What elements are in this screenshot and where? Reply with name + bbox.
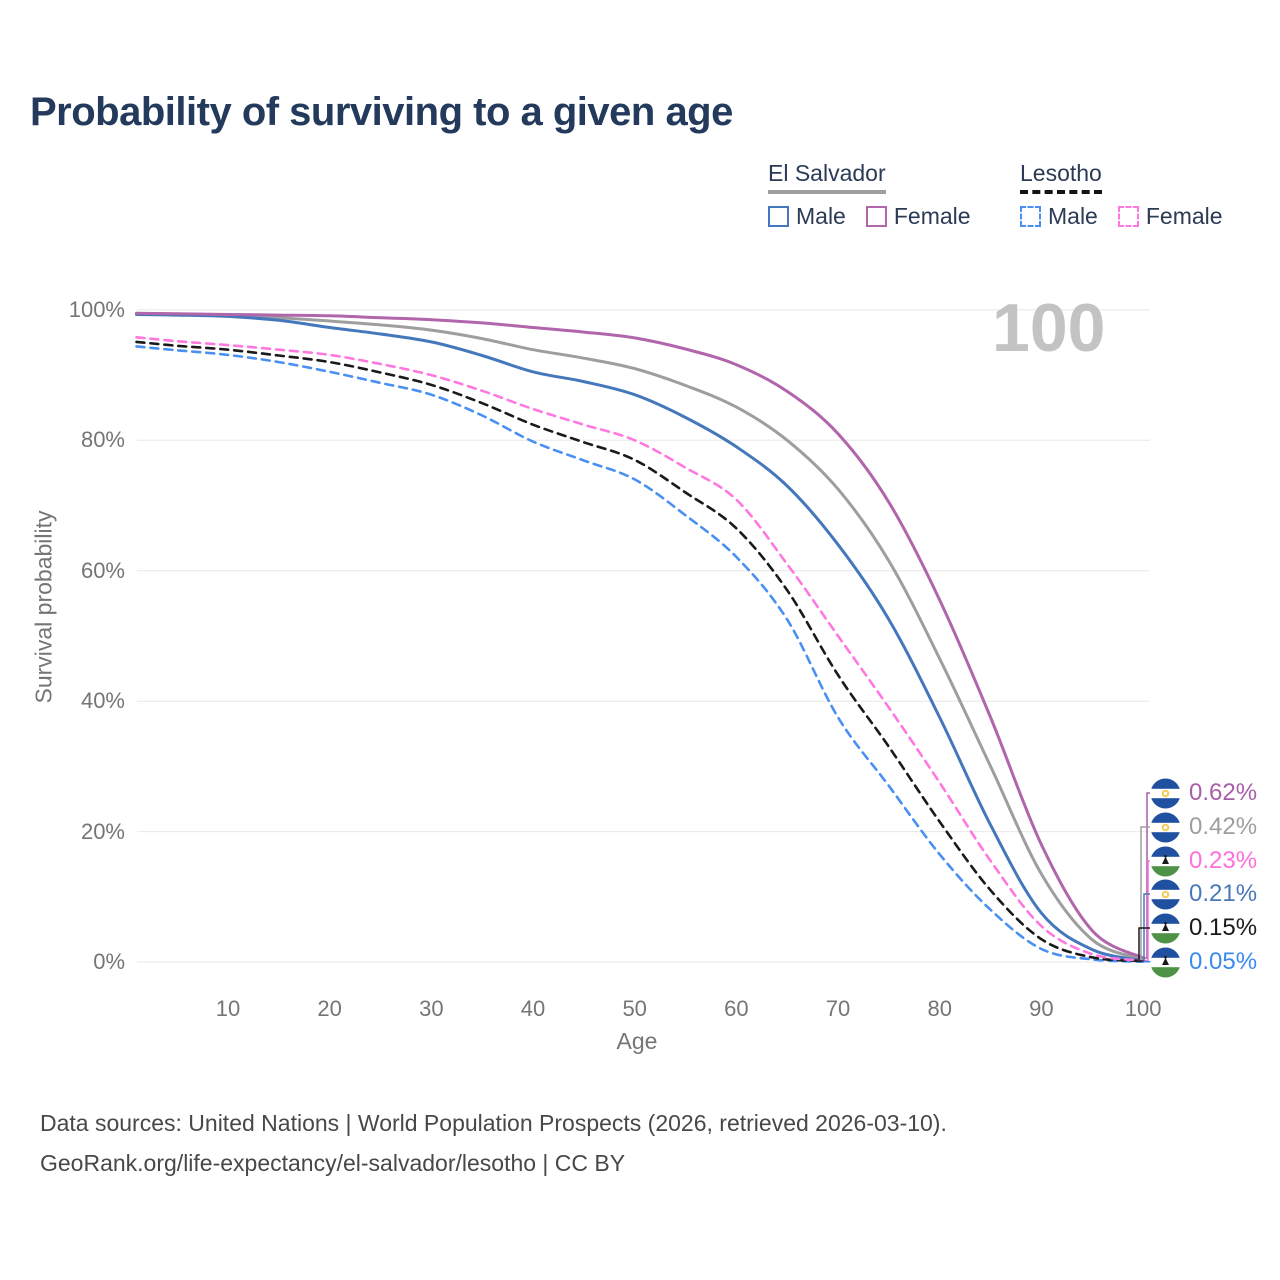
end-label-value: 0.42%	[1189, 813, 1258, 840]
end-label-row-el-salvador-female[interactable]: 0.62%	[1150, 777, 1257, 809]
end-label-value: 0.23%	[1189, 847, 1258, 874]
el-salvador-female-line[interactable]	[135, 311, 1145, 960]
lesotho-female-line[interactable]	[135, 336, 1145, 962]
x-tick-label: 40	[520, 996, 546, 1021]
y-tick-label: 80%	[80, 427, 125, 453]
end-label-connector	[1143, 860, 1150, 962]
flag-icon-el-salvador	[1150, 812, 1181, 842]
legend-swatch-dashed-male-icon	[1020, 206, 1041, 227]
end-label-value: 0.15%	[1189, 914, 1258, 941]
x-tick-label: 80	[927, 996, 952, 1021]
x-tick-label: 30	[419, 996, 444, 1021]
y-tick-label: 100%	[68, 296, 125, 322]
end-label-connector	[1140, 826, 1150, 961]
el-salvador-both-sexes-line[interactable]	[135, 312, 1145, 961]
legend-swatch-dashed-female-icon	[1117, 206, 1139, 227]
end-label-value: 0.62%	[1189, 779, 1258, 806]
lesotho-male-line[interactable]	[135, 345, 1145, 963]
el-salvador-male-line[interactable]	[135, 313, 1145, 963]
legend-item-el-salvador-female[interactable]: Female	[865, 203, 971, 230]
end-label-connector	[1138, 927, 1150, 962]
legend-group-lesotho: Lesotho Male Female	[1020, 160, 1223, 230]
end-label-row-el-salvador-both-sexes[interactable]: 0.42%	[1150, 811, 1257, 843]
x-tick-label: 70	[825, 996, 851, 1021]
flag-icon-lesotho	[1150, 947, 1181, 977]
legend-item-label: Male	[796, 203, 846, 229]
footer-attribution-link[interactable]: GeoRank.org/life-expectancy/el-salvador/…	[40, 1150, 626, 1176]
end-label-row-lesotho-both-sexes[interactable]: 0.15%	[1150, 912, 1257, 944]
flag-icon-el-salvador	[1150, 879, 1181, 909]
y-tick-label: 20%	[80, 818, 125, 844]
legend-group-label-el-salvador[interactable]: El Salvador	[768, 160, 886, 194]
legend-group-el-salvador: El Salvador Male Female	[768, 160, 971, 230]
legend-item-lesotho-female[interactable]: Female	[1117, 203, 1223, 230]
flag-icon-el-salvador	[1150, 778, 1181, 808]
footer: Data sources: United Nations | World Pop…	[40, 1103, 947, 1183]
legend-swatch-solid-male-icon	[768, 206, 789, 227]
end-label-value: 0.05%	[1189, 948, 1258, 975]
end-label-value: 0.21%	[1189, 880, 1258, 907]
x-tick-label: 100	[1124, 996, 1162, 1021]
y-tick-label: 40%	[80, 688, 125, 714]
legend-item-lesotho-male[interactable]: Male	[1020, 203, 1098, 230]
legend-group-label-lesotho[interactable]: Lesotho	[1020, 160, 1102, 194]
end-label-row-lesotho-male[interactable]: 0.05%	[1150, 946, 1257, 978]
end-label-connector	[1143, 792, 1150, 959]
flag-icon-lesotho	[1150, 846, 1181, 876]
x-tick-label: 10	[215, 996, 241, 1021]
y-axis-title: Survival probability	[30, 510, 57, 704]
legend-item-el-salvador-male[interactable]: Male	[768, 203, 846, 230]
lesotho-both-sexes-line[interactable]	[135, 340, 1145, 963]
gridlines	[137, 309, 1150, 963]
y-tick-label: 60%	[80, 557, 125, 583]
legend-item-label: Female	[893, 203, 971, 229]
legend-items-el-salvador: Male Female	[768, 203, 971, 230]
legend-swatch-solid-female-icon	[865, 206, 887, 227]
x-tick-label: 60	[724, 996, 749, 1021]
age-counter-watermark: 100	[992, 290, 1106, 366]
flag-icon-lesotho	[1150, 913, 1181, 943]
end-label-row-lesotho-female[interactable]: 0.23%	[1150, 845, 1257, 877]
y-tick-label: 0%	[93, 949, 125, 974]
legend-item-label: Female	[1145, 203, 1223, 229]
end-label-row-el-salvador-male[interactable]: 0.21%	[1150, 878, 1257, 910]
x-axis-title: Age	[616, 1028, 658, 1054]
footer-data-sources: Data sources: United Nations | World Pop…	[40, 1110, 947, 1136]
x-tick-label: 20	[317, 996, 342, 1021]
x-tick-label: 50	[622, 996, 647, 1021]
x-tick-label: 90	[1029, 996, 1054, 1021]
legend-item-label: Male	[1048, 203, 1098, 229]
page-title: Probability of surviving to a given age	[30, 90, 733, 134]
legend-items-lesotho: Male Female	[1020, 203, 1223, 230]
